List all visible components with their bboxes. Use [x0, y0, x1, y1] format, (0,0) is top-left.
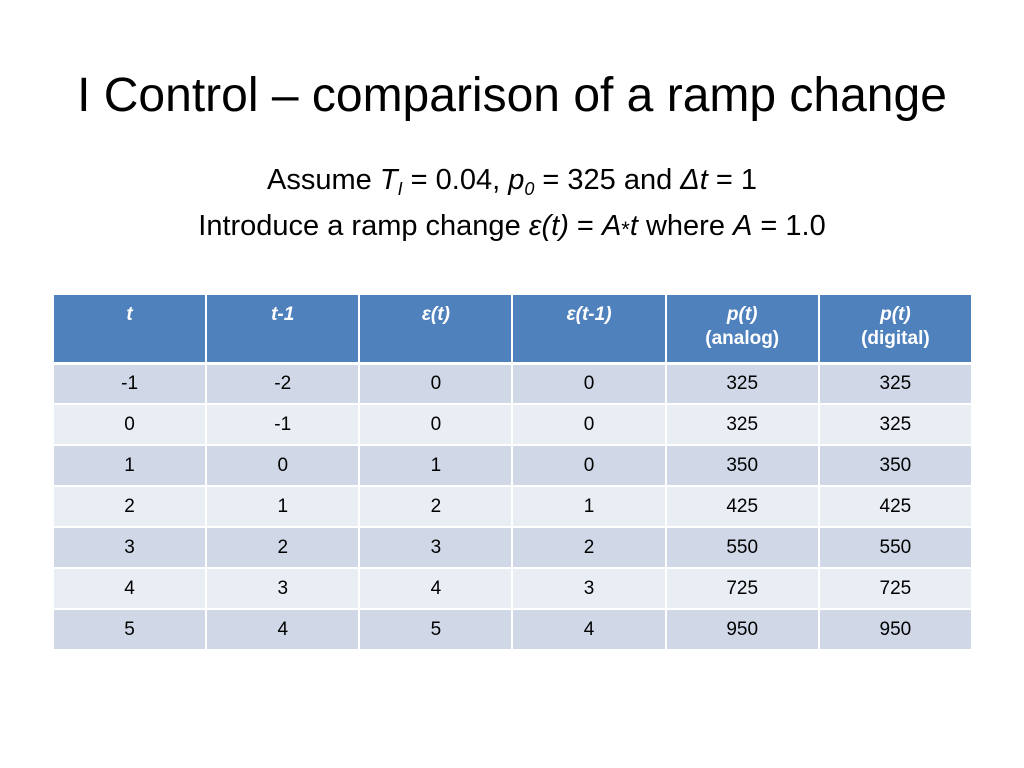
cell-p-analog: 350: [664, 444, 820, 487]
header-error-t: ε(t): [358, 293, 514, 364]
ramp-comparison-table: t t-1 ε(t) ε(t-1) p(t) (analog) p(t) (digi…: [51, 293, 974, 651]
cell-t-minus-1: -2: [205, 362, 361, 405]
cell-p-digital: 425: [817, 485, 974, 528]
cell-error-t-minus-1: 0: [511, 444, 667, 487]
table-row: -1 -2 0 0 325 325: [51, 362, 974, 405]
header-error-t-minus-1: ε(t-1): [511, 293, 667, 364]
table-row: 5 4 5 4 950 950: [51, 608, 974, 651]
cell-t: 4: [51, 567, 208, 610]
cell-t: 5: [51, 608, 208, 651]
cell-p-digital: 325: [817, 403, 974, 446]
table-row: 3 2 3 2 550 550: [51, 526, 974, 569]
cell-error-t: 3: [358, 526, 514, 569]
cell-p-analog: 325: [664, 403, 820, 446]
cell-t-minus-1: 1: [205, 485, 361, 528]
cell-p-analog: 325: [664, 362, 820, 405]
cell-t-minus-1: 0: [205, 444, 361, 487]
cell-t-minus-1: -1: [205, 403, 361, 446]
cell-t: 1: [51, 444, 208, 487]
cell-t-minus-1: 4: [205, 608, 361, 651]
assumption-line: Assume TI = 0.04, p0 = 325 and Δt = 1: [267, 164, 757, 199]
table-row: 0 -1 0 0 325 325: [51, 403, 974, 446]
cell-p-analog: 425: [664, 485, 820, 528]
cell-error-t: 4: [358, 567, 514, 610]
cell-p-analog: 725: [664, 567, 820, 610]
cell-t-minus-1: 2: [205, 526, 361, 569]
cell-error-t: 0: [358, 362, 514, 405]
cell-error-t: 2: [358, 485, 514, 528]
cell-error-t-minus-1: 1: [511, 485, 667, 528]
cell-p-digital: 550: [817, 526, 974, 569]
table-row: 1 0 1 0 350 350: [51, 444, 974, 487]
table-header-row: t t-1 ε(t) ε(t-1) p(t) (analog) p(t) (digi…: [51, 293, 974, 364]
cell-t: 0: [51, 403, 208, 446]
cell-error-t-minus-1: 4: [511, 608, 667, 651]
cell-error-t-minus-1: 2: [511, 526, 667, 569]
table-row: 4 3 4 3 725 725: [51, 567, 974, 610]
cell-error-t-minus-1: 0: [511, 362, 667, 405]
cell-p-digital: 325: [817, 362, 974, 405]
cell-error-t-minus-1: 0: [511, 403, 667, 446]
header-p-analog: p(t) (analog): [664, 293, 820, 364]
slide-title: I Control – comparison of a ramp change: [77, 69, 947, 122]
cell-error-t: 5: [358, 608, 514, 651]
cell-p-analog: 550: [664, 526, 820, 569]
table-row: 2 1 2 1 425 425: [51, 485, 974, 528]
cell-p-digital: 950: [817, 608, 974, 651]
cell-t: 3: [51, 526, 208, 569]
cell-error-t-minus-1: 3: [511, 567, 667, 610]
header-t: t: [51, 293, 208, 364]
cell-p-analog: 950: [664, 608, 820, 651]
cell-p-digital: 725: [817, 567, 974, 610]
cell-t: 2: [51, 485, 208, 528]
cell-p-digital: 350: [817, 444, 974, 487]
cell-error-t: 1: [358, 444, 514, 487]
header-t-minus-1: t-1: [205, 293, 361, 364]
header-p-digital: p(t) (digital): [817, 293, 974, 364]
ramp-change-line: Introduce a ramp change ε(t) = A*t where…: [198, 210, 826, 242]
cell-t: -1: [51, 362, 208, 405]
cell-t-minus-1: 3: [205, 567, 361, 610]
cell-error-t: 0: [358, 403, 514, 446]
